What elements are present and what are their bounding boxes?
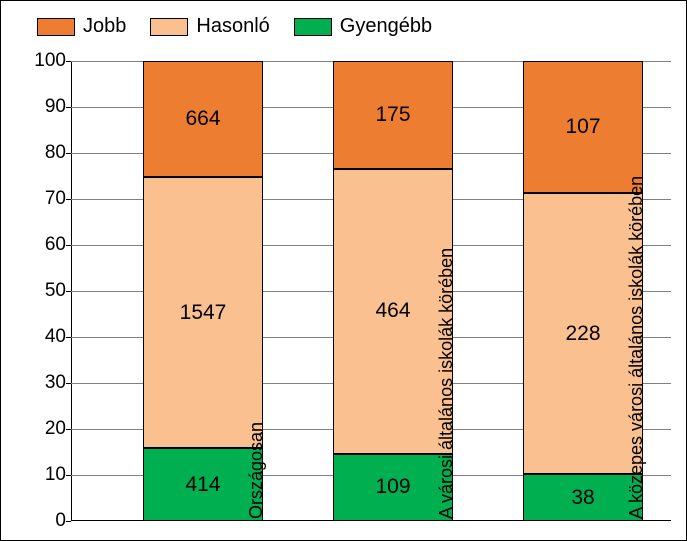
y-tick-mark: [66, 199, 71, 200]
y-tick-label: 50: [26, 280, 66, 302]
y-tick-label: 100: [26, 50, 66, 72]
bar-value: 175: [375, 103, 410, 127]
y-tick-label: 70: [26, 188, 66, 210]
legend: Jobb Hasonló Gyengébb: [37, 15, 432, 38]
bar-group: 38228107A közepes városi általános iskol…: [523, 61, 643, 521]
category-label: Országosan: [246, 422, 267, 519]
y-tick-mark: [66, 475, 71, 476]
y-tick-mark: [66, 245, 71, 246]
bar-value: 664: [185, 107, 220, 131]
bar-segment-jobb: 175: [333, 61, 453, 169]
legend-swatch-hasonlo: [150, 18, 188, 36]
y-tick-label: 30: [26, 372, 66, 394]
y-tick-mark: [66, 61, 71, 62]
legend-label: Jobb: [83, 15, 126, 38]
legend-item-gyengebb: Gyengébb: [294, 15, 432, 38]
y-tick-mark: [66, 337, 71, 338]
bar-segment-hasonló: 464: [333, 169, 453, 454]
plot-area: 01020304050607080901004141547664Országos…: [71, 61, 671, 521]
y-tick-mark: [66, 521, 71, 522]
category-label: A közepes városi általános iskolák köréb…: [626, 176, 647, 519]
bar-segment-jobb: 107: [523, 61, 643, 193]
y-tick-label: 10: [26, 464, 66, 486]
bar-value: 414: [185, 473, 220, 497]
y-tick-mark: [66, 383, 71, 384]
y-tick-mark: [66, 153, 71, 154]
bar-segment-hasonló: 1547: [143, 177, 263, 448]
bar-segment-gyengébb: 109: [333, 454, 453, 521]
bar-value: 109: [375, 475, 410, 499]
y-tick-mark: [66, 291, 71, 292]
y-tick-label: 0: [26, 510, 66, 532]
y-tick-label: 40: [26, 326, 66, 348]
legend-item-jobb: Jobb: [37, 15, 126, 38]
y-tick-label: 90: [26, 96, 66, 118]
bar-value: 228: [565, 322, 600, 346]
y-tick-mark: [66, 107, 71, 108]
bar-value: 464: [375, 299, 410, 323]
legend-swatch-gyengebb: [294, 18, 332, 36]
bar-group: 109464175A városi általános iskolák köré…: [333, 61, 453, 521]
bar-segment-hasonló: 228: [523, 193, 643, 474]
bar-segment-gyengébb: 414: [143, 448, 263, 521]
bar-group: 4141547664Országosan: [143, 61, 263, 521]
chart-container: Jobb Hasonló Gyengébb 0 10 20 30 40 50 60 70 80 9…: [0, 0, 687, 541]
y-tick-mark: [66, 429, 71, 430]
y-tick-label: 20: [26, 418, 66, 440]
bar-value: 107: [565, 115, 600, 139]
legend-swatch-jobb: [37, 18, 75, 36]
y-tick-label: 60: [26, 234, 66, 256]
bar-segment-jobb: 664: [143, 61, 263, 177]
bar-value: 38: [571, 486, 594, 510]
bar-value: 1547: [180, 301, 227, 325]
bar-segment-gyengébb: 38: [523, 474, 643, 521]
legend-item-hasonlo: Hasonló: [150, 15, 269, 38]
category-label: A városi általános iskolák körében: [436, 248, 457, 519]
legend-label: Gyengébb: [340, 15, 432, 38]
legend-label: Hasonló: [196, 15, 269, 38]
y-tick-label: 80: [26, 142, 66, 164]
